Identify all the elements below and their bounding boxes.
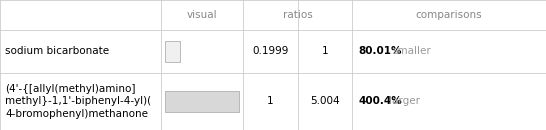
Text: comparisons: comparisons	[416, 10, 483, 20]
Bar	[165, 91, 239, 112]
Text: 0.1999: 0.1999	[252, 46, 288, 56]
Text: visual: visual	[187, 10, 217, 20]
Text: 80.01%: 80.01%	[359, 46, 402, 56]
Text: larger: larger	[389, 96, 420, 106]
Text: 400.4%: 400.4%	[359, 96, 402, 106]
Bar	[165, 41, 180, 62]
Text: smaller: smaller	[393, 46, 431, 56]
Text: 1: 1	[322, 46, 328, 56]
Text: (4'-{[allyl(methyl)amino]
methyl}-1,1'-biphenyl-4-yl)(
4-bromophenyl)methanone: (4'-{[allyl(methyl)amino] methyl}-1,1'-b…	[5, 84, 152, 119]
Text: 5.004: 5.004	[310, 96, 340, 106]
Text: sodium bicarbonate: sodium bicarbonate	[5, 46, 110, 56]
Text: ratios: ratios	[283, 10, 312, 20]
Text: 1: 1	[267, 96, 274, 106]
